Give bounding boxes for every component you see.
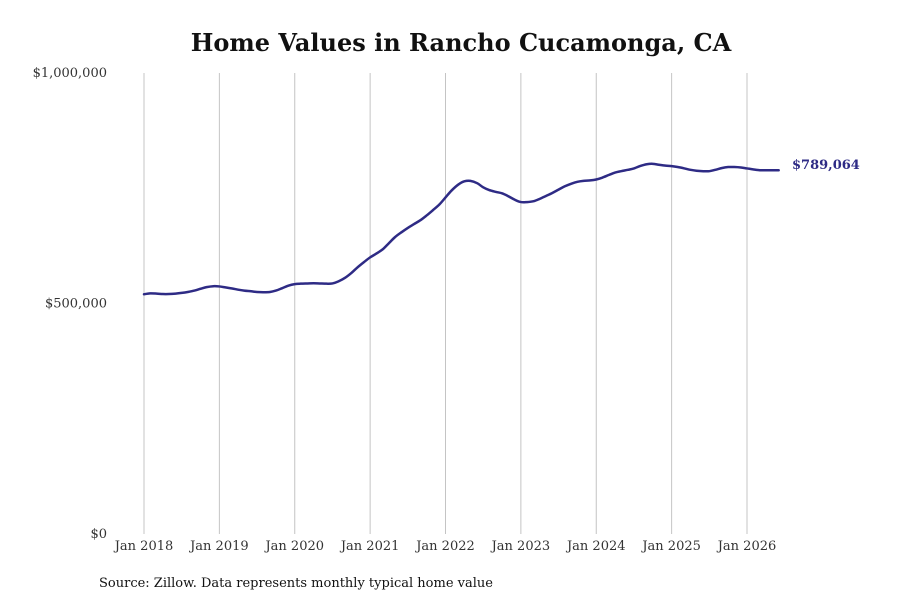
gridlines	[143, 73, 748, 534]
x-tick-label-4: Jan 2022	[414, 539, 475, 554]
x-tick-label-3: Jan 2021	[339, 539, 400, 554]
x-tick-label-6: Jan 2024	[565, 539, 626, 554]
x-tick-label-0: Jan 2018	[113, 539, 174, 554]
chart-title: Home Values in Rancho Cucamonga, CA	[191, 28, 732, 57]
x-tick-label-8: Jan 2026	[716, 539, 777, 554]
series-layer	[142, 162, 780, 296]
y-tick-label-2: $1,000,000	[33, 66, 107, 81]
x-axis-ticks: Jan 2018 Jan 2019 Jan 2020 Jan 2021 Jan 2022…	[113, 539, 777, 554]
x-tick-label-2: Jan 2020	[263, 539, 324, 554]
source-note: Source: Zillow. Data represents monthly …	[99, 576, 493, 591]
series-line-0	[142, 162, 780, 296]
y-tick-label-0: $0	[90, 527, 107, 542]
y-axis-ticks: $0 $500,000 $1,000,000	[33, 66, 107, 542]
end-value-label: $789,064	[792, 158, 860, 173]
x-tick-label-7: Jan 2025	[640, 539, 701, 554]
y-tick-label-1: $500,000	[45, 297, 107, 312]
x-tick-label-5: Jan 2023	[490, 539, 551, 554]
x-tick-label-1: Jan 2019	[188, 539, 249, 554]
